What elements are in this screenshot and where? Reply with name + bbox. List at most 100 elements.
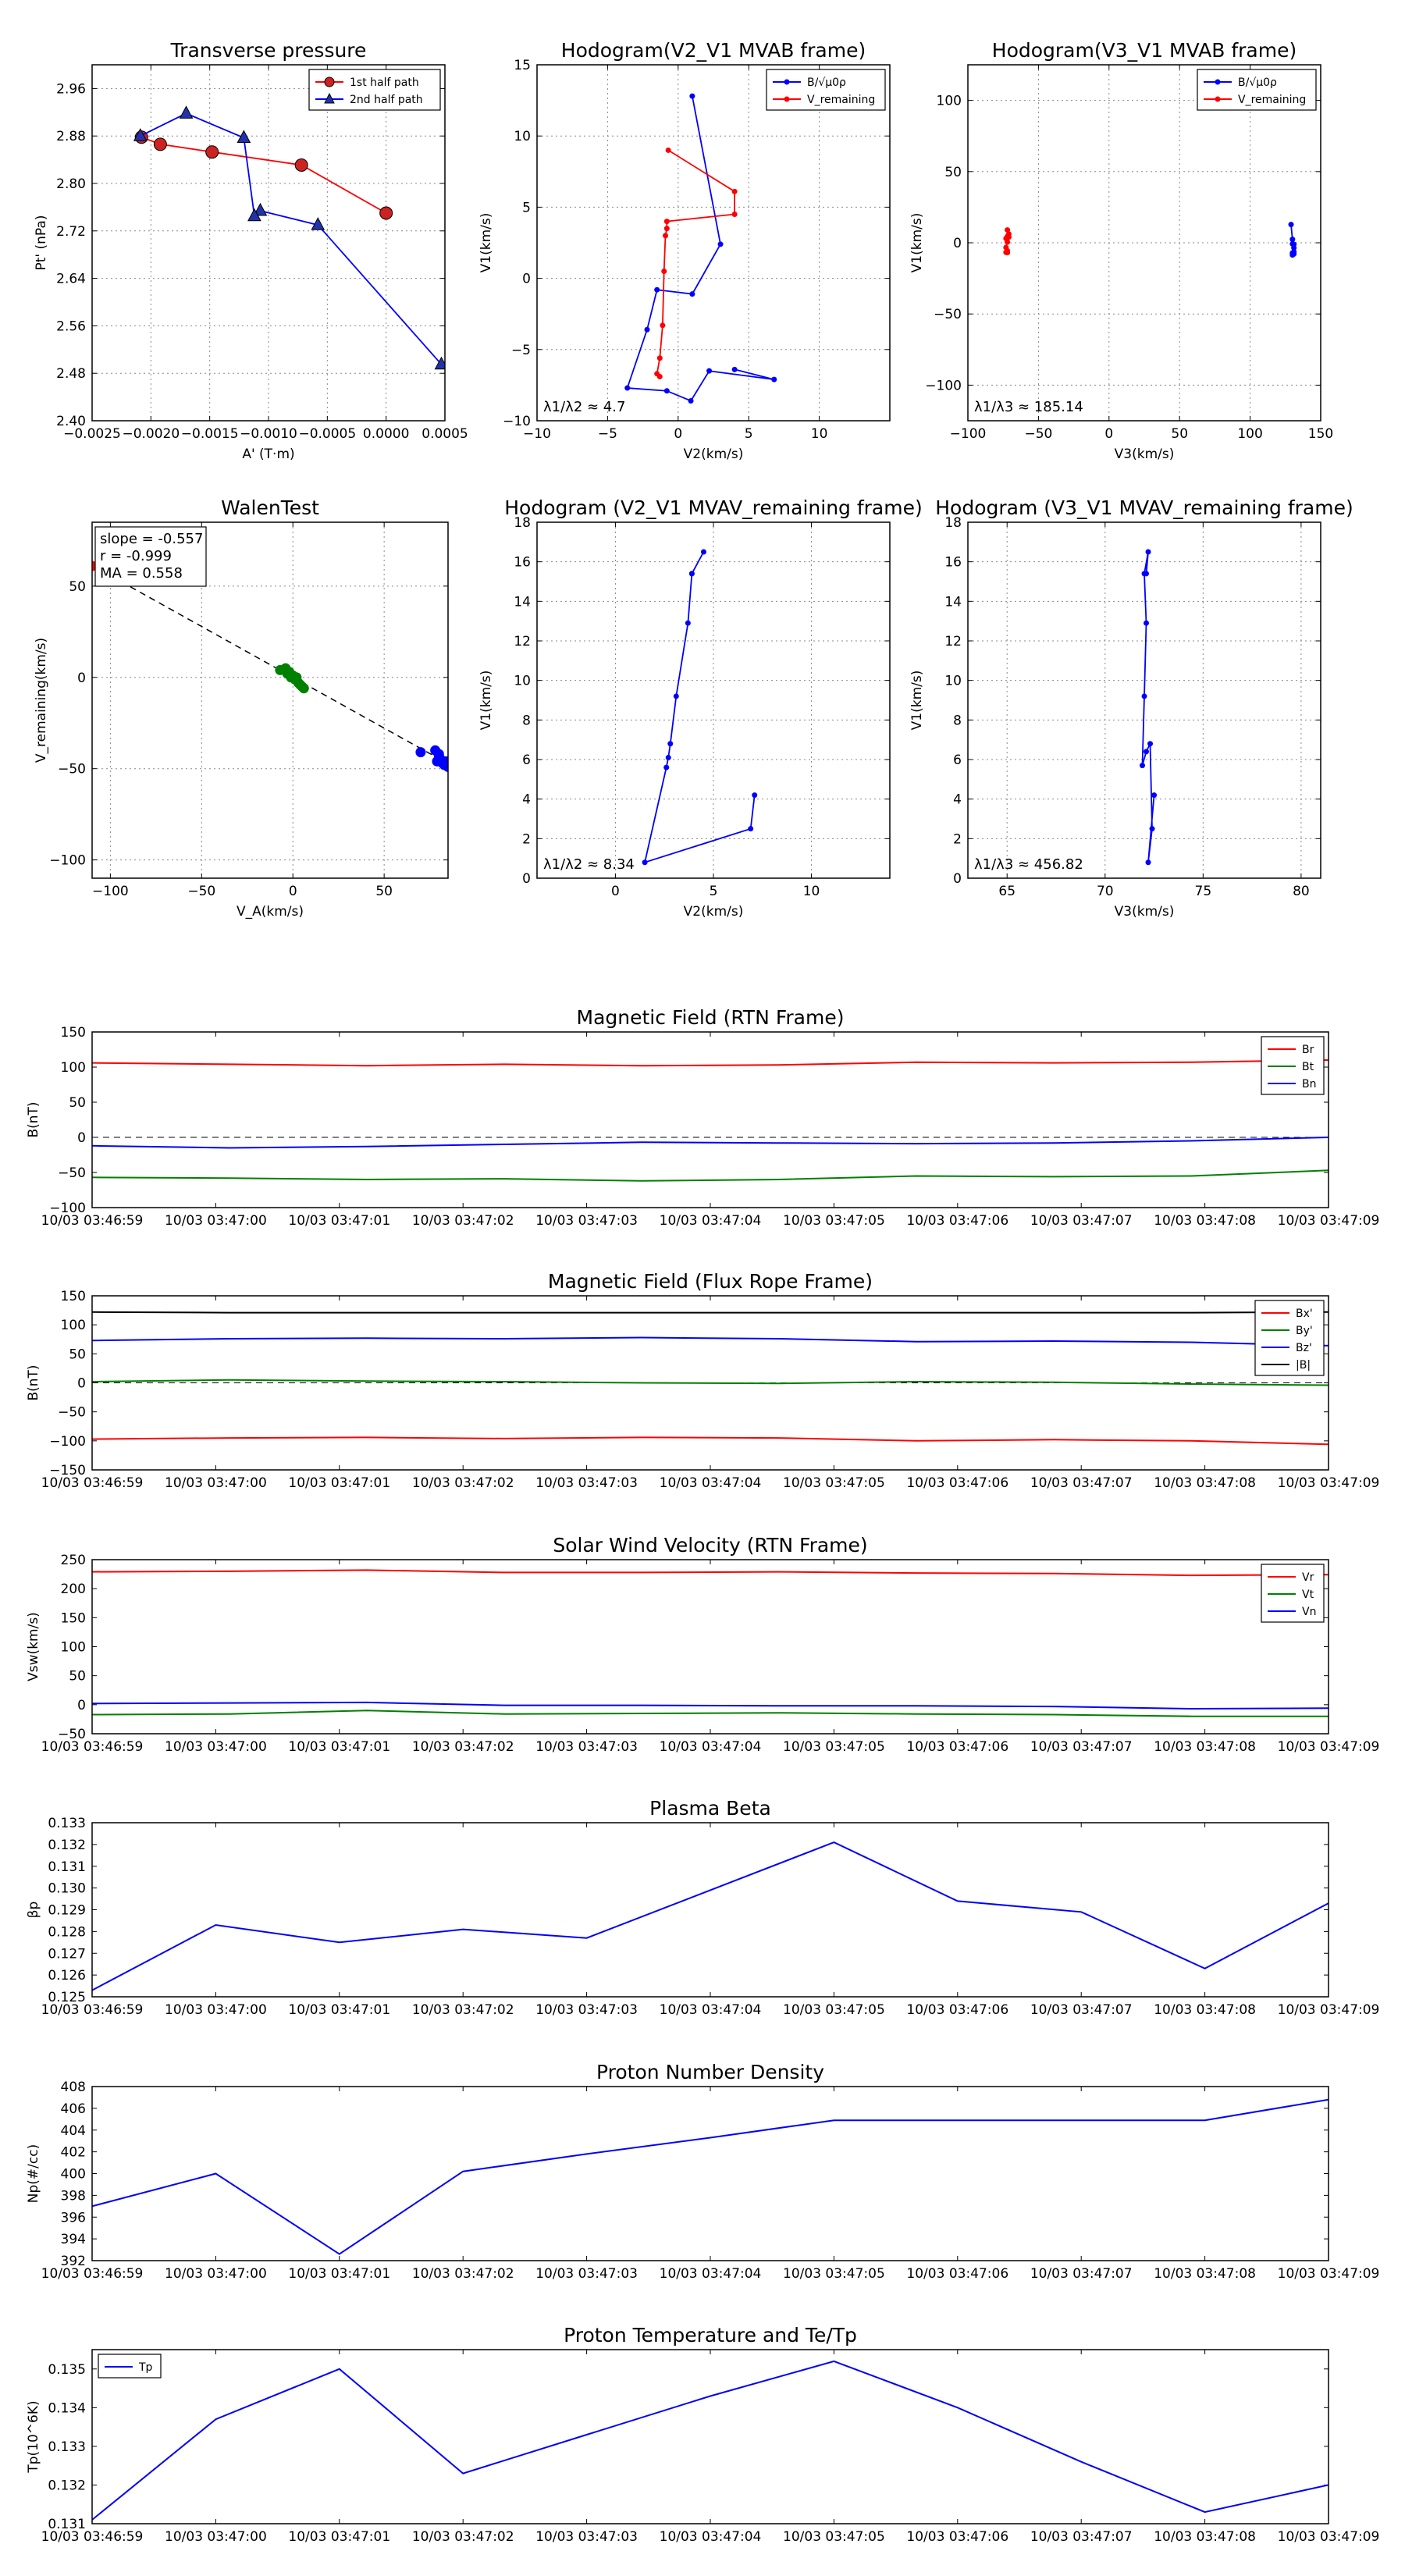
legend: B/√μ0ρ V_remaining [766,69,886,111]
y-tick-label: 0 [522,871,531,887]
y-tick-label: 250 [61,1553,86,1568]
x-tick-label: 10/03 03:46:59 [41,1213,144,1229]
y-tick-label: 6 [953,753,962,768]
x-tick-label: 10/03 03:47:02 [412,1213,514,1229]
x-tick-label: 10/03 03:47:09 [1278,1739,1380,1755]
x-tick-label: 10/03 03:46:59 [41,1475,144,1491]
y-tick-label: 2.88 [56,129,86,144]
point-marker [663,764,670,770]
y-tick-label: 18 [944,515,962,531]
axes-frame [91,64,446,422]
axes-frame [91,2349,1329,2524]
plot-area [92,2360,1329,2521]
x-tick-label: −0.0010 [240,426,297,442]
plot-area [92,1841,1329,1991]
point-marker [771,376,777,382]
point-marker [654,286,660,293]
y-tick-label: 2.40 [56,414,86,429]
y-axis-label: V_remaining(km/s) [34,638,49,763]
chart-h3: Hodogram (V2_V1 MVAV_remaining frame) 0 5 1… [478,496,923,920]
x-tick-label: 10/03 03:47:00 [165,1475,267,1491]
x-tick-label: 10/03 03:47:01 [288,1213,390,1229]
y-tick-label: 2 [522,831,531,847]
chart-beta: Plasma Beta 10/03 03:46:59 10/03 03:47:00 1… [26,1797,1379,2018]
y-axis-label: Np(#/cc) [26,2144,41,2203]
x-axis-label: V_A(km/s) [237,904,304,920]
y-tick-label: −50 [58,1727,86,1742]
y-tick-label: 0.126 [48,1968,86,1984]
series-line-Bx' [92,1436,1329,1446]
x-tick-label: 10/03 03:47:08 [1154,1739,1256,1755]
series-line-1st half path [140,136,387,214]
legend: Vr Vt Vn [1261,1564,1325,1623]
point-marker [1151,792,1158,799]
point-marker [665,754,671,760]
scatter-point [298,683,309,694]
point-marker [665,147,671,153]
axes-frame [536,521,891,879]
plot-area [92,1311,1329,1446]
y-tick-label: 0.130 [48,1881,86,1897]
chart-title: Magnetic Field (RTN Frame) [577,1006,845,1029]
y-tick-label: 0 [77,1376,86,1392]
point-marker [667,741,674,747]
y-tick-label: 0.131 [48,2517,86,2532]
x-tick-label: 80 [1293,884,1310,899]
point-marker [1288,222,1294,228]
x-tick-label: 10/03 03:47:00 [165,1213,267,1229]
x-tick-label: 10/03 03:47:08 [1154,2529,1256,2545]
y-tick-label: −10 [503,414,531,429]
y-tick-label: 0.131 [48,1859,86,1875]
y-tick-label: −150 [49,1463,86,1478]
point-marker [685,620,691,626]
y-tick-label: 402 [61,2145,86,2161]
chart-title: Magnetic Field (Flux Rope Frame) [548,1270,873,1293]
y-tick-label: −100 [49,1434,86,1450]
stats-box [94,526,207,587]
x-tick-label: 10/03 03:47:08 [1154,1475,1256,1491]
legend-label: 2nd half path [350,94,423,106]
y-tick-label: 18 [514,515,531,531]
y-tick-label: 0.133 [48,2439,86,2455]
y-tick-label: 0.135 [48,2362,86,2378]
legend-marker [324,92,335,104]
x-tick-label: 50 [375,884,393,899]
x-tick-label: 10/03 03:46:59 [41,2529,144,2545]
y-axis-label: B(nT) [26,1101,41,1137]
y-tick-label: 16 [944,555,962,571]
series-line-Vr [92,1569,1329,1577]
y-tick-label: 2.56 [56,318,86,334]
x-tick-label: 10/03 03:47:06 [906,1739,1008,1755]
y-tick-label: 392 [61,2254,86,2269]
x-axis-label: V2(km/s) [684,904,744,920]
axes-frame [91,521,449,879]
legend-marker [324,76,335,87]
point-marker [179,105,194,119]
chart-h4: Hodogram (V3_V1 MVAV_remaining frame) 65 7… [909,496,1353,920]
y-tick-label: 12 [514,634,531,649]
x-tick-label: 10/03 03:47:06 [906,2002,1008,2018]
x-tick-label: 50 [1171,426,1188,442]
y-tick-label: 0.129 [48,1903,86,1919]
x-tick-label: 10/03 03:47:09 [1278,1213,1380,1229]
x-tick-label: 10/03 03:47:07 [1030,1475,1133,1491]
point-marker [1005,250,1011,256]
point-marker [663,388,670,394]
point-marker [731,366,738,372]
y-tick-label: 150 [61,1025,86,1041]
y-axis-label: Vsw(km/s) [26,1612,41,1681]
x-tick-label: 75 [1195,884,1212,899]
point-marker [1289,237,1296,243]
x-tick-label: 10/03 03:47:09 [1278,2002,1380,2018]
x-tick-label: 10/03 03:47:06 [906,1213,1008,1229]
series-line-Bn [92,1137,1329,1149]
axes-frame [91,1031,1329,1208]
point-marker [1291,249,1297,255]
plot-area [133,105,445,370]
y-axis-label: Tp(10^6K) [26,2400,41,2473]
x-tick-label: 10/03 03:47:05 [783,1475,885,1491]
point-marker [624,385,631,391]
x-tick-label: 5 [745,426,753,442]
legend-label: B/√μ0ρ [807,76,846,89]
x-tick-label: −0.0005 [298,426,356,442]
